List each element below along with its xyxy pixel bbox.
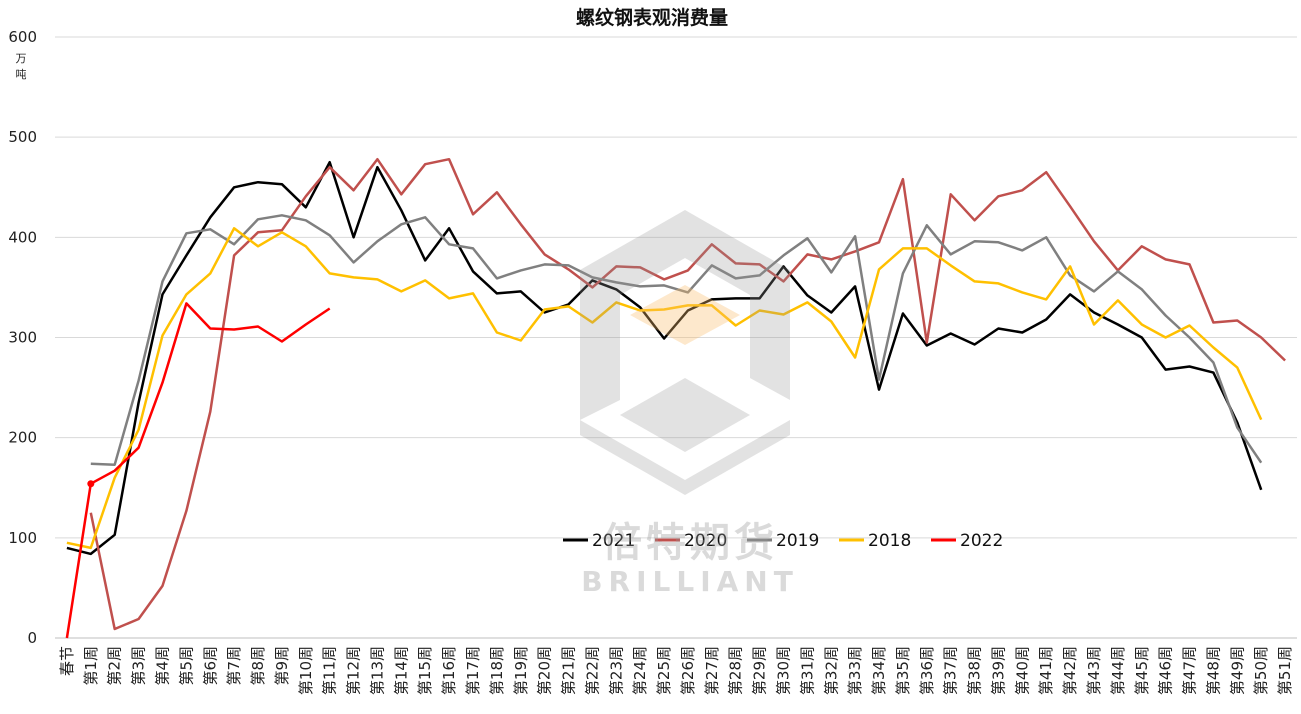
x-tick-label: 第16周 bbox=[440, 646, 458, 695]
legend-label-2018: 2018 bbox=[868, 531, 911, 551]
x-tick-label: 第23周 bbox=[607, 646, 625, 695]
x-tick-label: 第42周 bbox=[1061, 646, 1079, 695]
x-tick-label: 第22周 bbox=[583, 646, 601, 695]
x-tick-label: 第40周 bbox=[1013, 646, 1031, 695]
y-tick-label: 300 bbox=[8, 329, 37, 347]
x-tick-label: 第35周 bbox=[894, 646, 912, 695]
x-tick-label: 第8周 bbox=[249, 646, 267, 686]
x-tick-label: 第27周 bbox=[703, 646, 721, 695]
y-tick-label: 0 bbox=[27, 629, 37, 647]
x-tick-label: 第29周 bbox=[751, 646, 769, 695]
series-lines bbox=[65, 157, 1286, 639]
x-tick-label: 第45周 bbox=[1133, 646, 1151, 695]
x-tick-label: 第2周 bbox=[106, 646, 124, 686]
x-tick-label: 第13周 bbox=[368, 646, 386, 695]
x-tick-label: 第26周 bbox=[679, 646, 697, 695]
x-tick-label: 第34周 bbox=[870, 646, 888, 695]
legend-label-2019: 2019 bbox=[776, 531, 819, 551]
x-tick-label: 第4周 bbox=[153, 646, 171, 686]
x-tick-label: 第38周 bbox=[966, 646, 984, 695]
x-tick-label: 第14周 bbox=[392, 646, 410, 695]
x-tick-label: 第46周 bbox=[1157, 646, 1175, 695]
x-tick-label: 第50周 bbox=[1252, 646, 1270, 695]
legend-label-2020: 2020 bbox=[684, 531, 727, 551]
x-tick-label: 第41周 bbox=[1037, 646, 1055, 695]
watermark-brand-en: BRILLIANT bbox=[581, 565, 799, 598]
x-tick-label: 第28周 bbox=[727, 646, 745, 695]
series-point bbox=[87, 480, 95, 488]
x-tick-label: 第15周 bbox=[416, 646, 434, 695]
watermark-brand-cn: 倍特期货 bbox=[602, 520, 778, 566]
x-tick-label: 第33周 bbox=[846, 646, 864, 695]
series-line-2018 bbox=[66, 227, 1263, 550]
series-line-2019 bbox=[90, 214, 1263, 466]
x-tick-label: 第21周 bbox=[560, 646, 578, 695]
x-tick-label: 第18周 bbox=[488, 646, 506, 695]
x-tick-label: 第30周 bbox=[774, 646, 792, 695]
x-tick-label: 第49周 bbox=[1228, 646, 1246, 695]
x-tick-label: 第39周 bbox=[989, 646, 1007, 695]
series-line-2020 bbox=[89, 157, 1286, 631]
legend: 2021 2020 2019 2018 2022 bbox=[563, 531, 1003, 551]
x-axis-ticks: 春节 第1周 第2周 第3周 第4周 第5周 第6周 第7周 第8周 第9周 第10周 第11周 第12… bbox=[58, 646, 1294, 695]
x-tick-label: 第6周 bbox=[201, 646, 219, 686]
x-tick-label: 第51周 bbox=[1276, 646, 1294, 695]
x-tick-label: 第47周 bbox=[1181, 646, 1199, 695]
x-tick-label: 春节 bbox=[58, 646, 76, 676]
x-tick-label: 第31周 bbox=[798, 646, 816, 695]
x-tick-label: 第32周 bbox=[822, 646, 840, 695]
y-axis-ticks: 0 100 200 300 400 500 600 bbox=[8, 28, 37, 647]
x-tick-label: 第24周 bbox=[631, 646, 649, 695]
x-tick-label: 第19周 bbox=[512, 646, 530, 695]
x-tick-label: 第20周 bbox=[536, 646, 554, 695]
y-axis-unit-label: 万吨 bbox=[16, 52, 27, 81]
y-tick-label: 600 bbox=[8, 28, 37, 46]
x-tick-label: 第48周 bbox=[1204, 646, 1222, 695]
x-tick-label: 第25周 bbox=[655, 646, 673, 695]
x-tick-label: 第17周 bbox=[464, 646, 482, 695]
series-line-2022 bbox=[65, 302, 331, 639]
x-tick-label: 第3周 bbox=[130, 646, 148, 686]
x-tick-label: 第9周 bbox=[273, 646, 291, 686]
x-tick-label: 第10周 bbox=[297, 646, 315, 695]
x-tick-label: 第11周 bbox=[321, 646, 339, 695]
legend-label-2021: 2021 bbox=[592, 531, 635, 551]
y-tick-label: 500 bbox=[8, 128, 37, 146]
x-tick-label: 第43周 bbox=[1085, 646, 1103, 695]
y-tick-label: 200 bbox=[8, 429, 37, 447]
gridlines bbox=[55, 36, 1297, 639]
x-tick-label: 第37周 bbox=[942, 646, 960, 695]
series-line-2021 bbox=[66, 160, 1263, 556]
x-tick-label: 第36周 bbox=[918, 646, 936, 695]
x-tick-label: 第1周 bbox=[82, 646, 100, 686]
legend-label-2022: 2022 bbox=[960, 531, 1003, 551]
y-tick-label: 400 bbox=[8, 228, 37, 246]
chart-title: 螺纹钢表观消费量 bbox=[576, 6, 728, 29]
x-tick-label: 第5周 bbox=[177, 646, 195, 686]
x-tick-label: 第44周 bbox=[1109, 646, 1127, 695]
y-tick-label: 100 bbox=[8, 529, 37, 547]
x-tick-label: 第12周 bbox=[345, 646, 363, 695]
x-tick-label: 第7周 bbox=[225, 646, 243, 686]
